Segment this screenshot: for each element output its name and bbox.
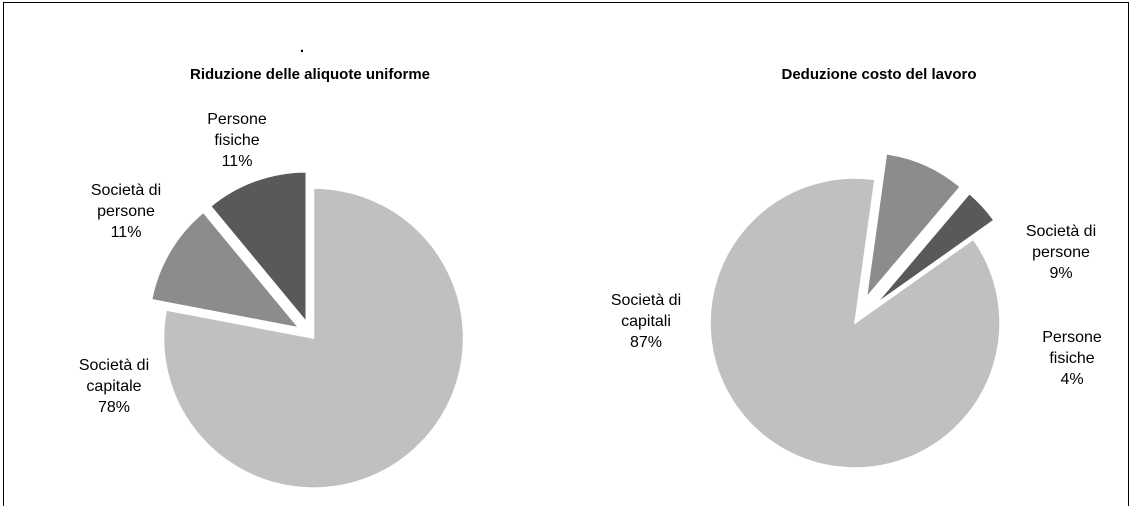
chart-1-label-societa-capitale-line2: capitale — [86, 378, 141, 395]
chart-2-title: Deduzione costo del lavoro — [781, 66, 976, 83]
chart-2: Deduzione costo del lavoro Società di ca… — [611, 66, 1102, 469]
chart-2-label-persone-fisiche-line1: Persone — [1042, 329, 1102, 346]
chart-2-slice-0 — [709, 177, 1001, 469]
chart-1-slice-2 — [209, 171, 308, 324]
chart-2-label-societa-capitali-line1: Società di — [611, 292, 681, 309]
chart-1-label-societa-persone-line1: Società di — [91, 182, 161, 199]
chart-1-label-persone-fisiche-line2: fisiche — [214, 132, 259, 149]
chart-1-title: Riduzione delle aliquote uniforme — [190, 66, 430, 83]
chart-1-slices — [150, 171, 465, 489]
chart-2-label-societa-persone-line1: Società di — [1026, 223, 1096, 240]
chart-2-slice-1 — [865, 152, 962, 300]
chart-2-value-societa-capitali: 87% — [630, 334, 662, 351]
chart-2-value-societa-persone: 9% — [1049, 265, 1072, 282]
chart-1-label-societa-capitale-line1: Società di — [79, 357, 149, 374]
chart-1-value-societa-persone: 11% — [111, 224, 142, 241]
chart-2-label-societa-persone-line2: persone — [1032, 244, 1090, 261]
chart-1-label-persone-fisiche-line1: Persone — [207, 111, 267, 128]
chart-2-label-persone-fisiche-line2: fisiche — [1049, 350, 1094, 367]
chart-1-title-mark: . — [300, 39, 304, 56]
chart-1-value-persone-fisiche: 11% — [222, 153, 253, 170]
chart-1-slice-1 — [150, 211, 301, 330]
chart-1-value-societa-capitale: 78% — [98, 399, 130, 416]
chart-1: . Riduzione delle aliquote uniforme Pers… — [79, 39, 465, 489]
chart-1-slice-0 — [162, 187, 465, 489]
chart-2-value-persone-fisiche: 4% — [1060, 371, 1083, 388]
chart-2-slice-2 — [875, 192, 996, 305]
chart-2-label-societa-capitali-line2: capitali — [621, 313, 671, 330]
chart-1-label-societa-persone-line2: persone — [97, 203, 155, 220]
chart-2-slices — [709, 152, 1001, 469]
